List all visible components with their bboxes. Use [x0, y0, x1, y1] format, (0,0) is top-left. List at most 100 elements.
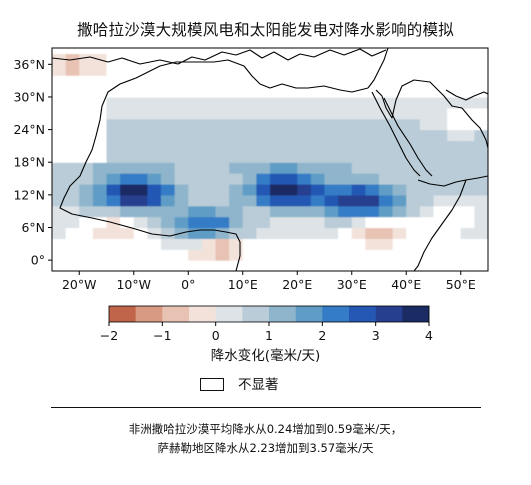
field-cell: [297, 162, 312, 174]
field-cell: [270, 238, 285, 250]
y-tick-label: 36°N: [13, 57, 45, 72]
field-cell: [365, 249, 380, 261]
field-cell: [92, 183, 108, 196]
field-cell: [433, 260, 448, 271]
field-cell: [256, 107, 271, 120]
field-cell: [406, 173, 421, 185]
field-cell: [242, 162, 257, 174]
field-cell: [92, 64, 108, 76]
field-cell: [106, 216, 121, 229]
field-cell: [297, 205, 312, 218]
field-cell: [474, 75, 488, 87]
field-cell: [215, 86, 230, 98]
field-cell: [92, 216, 108, 229]
field-cell: [310, 162, 326, 174]
field-cell: [365, 216, 380, 229]
field-cell: [242, 129, 257, 142]
field-cell: [106, 151, 121, 163]
field-cell: [201, 129, 217, 142]
field-cell: [351, 96, 366, 109]
field-cell: [52, 183, 67, 196]
field-cell: [338, 162, 353, 174]
africa-coastline: [59, 65, 241, 271]
x-tick-label: 20°W: [62, 277, 97, 292]
field-cell: [433, 162, 448, 174]
field-cell: [256, 249, 271, 261]
field-cell: [256, 53, 271, 65]
field-cell: [310, 205, 326, 218]
field-cell: [460, 64, 475, 76]
field-cell: [215, 96, 230, 109]
field-cell: [379, 260, 394, 271]
field-cell: [324, 151, 339, 163]
field-cell: [474, 53, 488, 65]
field-cell: [392, 53, 407, 65]
colorbar-swatch: [322, 306, 350, 322]
field-cell: [460, 129, 475, 142]
field-cell: [297, 249, 312, 261]
field-cell: [379, 64, 394, 76]
field-cell: [92, 260, 108, 271]
y-tick-label: 24°N: [13, 122, 45, 137]
field-cell: [147, 260, 162, 271]
field-cell: [161, 118, 176, 131]
field-cell: [201, 205, 217, 218]
field-cell: [201, 173, 217, 185]
field-cell: [351, 227, 366, 239]
y-tick-label: 30°N: [13, 89, 45, 104]
field-cell: [147, 205, 162, 218]
field-cell: [270, 194, 285, 207]
field-cell: [433, 194, 448, 207]
field-cell: [188, 107, 203, 120]
map-frame: [51, 47, 489, 272]
field-cell: [474, 216, 488, 229]
field-cell: [201, 48, 217, 55]
field-cell: [52, 151, 67, 163]
y-tick-label: 0°: [31, 253, 45, 268]
field-cell: [338, 140, 353, 152]
field-cell: [433, 173, 448, 185]
field-cell: [365, 107, 380, 120]
field-cell: [270, 64, 285, 76]
field-cell: [242, 216, 257, 229]
field-cell: [338, 118, 353, 131]
field-cell: [92, 53, 108, 65]
field-cell: [379, 151, 394, 163]
field-cell: [215, 118, 230, 131]
field-cell: [256, 183, 271, 196]
field-cell: [133, 107, 148, 120]
field-cell: [447, 107, 462, 120]
field-cell: [365, 129, 380, 142]
field-cell: [310, 227, 326, 239]
field-cell: [365, 227, 380, 239]
field-cell: [147, 48, 162, 55]
field-cell: [188, 238, 203, 250]
field-cell: [174, 53, 189, 65]
field-cell: [310, 86, 326, 98]
colorbar-swatch: [375, 306, 403, 322]
field-cell: [270, 162, 285, 174]
field-cell: [201, 260, 217, 271]
field-cell: [79, 107, 94, 120]
field-cell: [52, 216, 67, 229]
colorbar-tick-label: 2: [318, 328, 326, 343]
field-cell: [174, 75, 189, 87]
field-cell: [433, 48, 448, 55]
field-cell: [133, 75, 148, 87]
field-cell: [133, 86, 148, 98]
field-cell: [201, 53, 217, 65]
colorbar-swatch: [215, 306, 243, 322]
field-cell: [406, 194, 421, 207]
field-cell: [406, 227, 421, 239]
field-cell: [120, 205, 135, 218]
field-cell: [283, 183, 298, 196]
field-cell: [147, 118, 162, 131]
field-cell: [120, 227, 135, 239]
field-cell: [133, 118, 148, 131]
field-cell: [201, 86, 217, 98]
field-cell: [392, 118, 407, 131]
field-cell: [188, 194, 203, 207]
field-cell: [351, 48, 366, 55]
field-cell: [365, 205, 380, 218]
field-cell: [147, 75, 162, 87]
